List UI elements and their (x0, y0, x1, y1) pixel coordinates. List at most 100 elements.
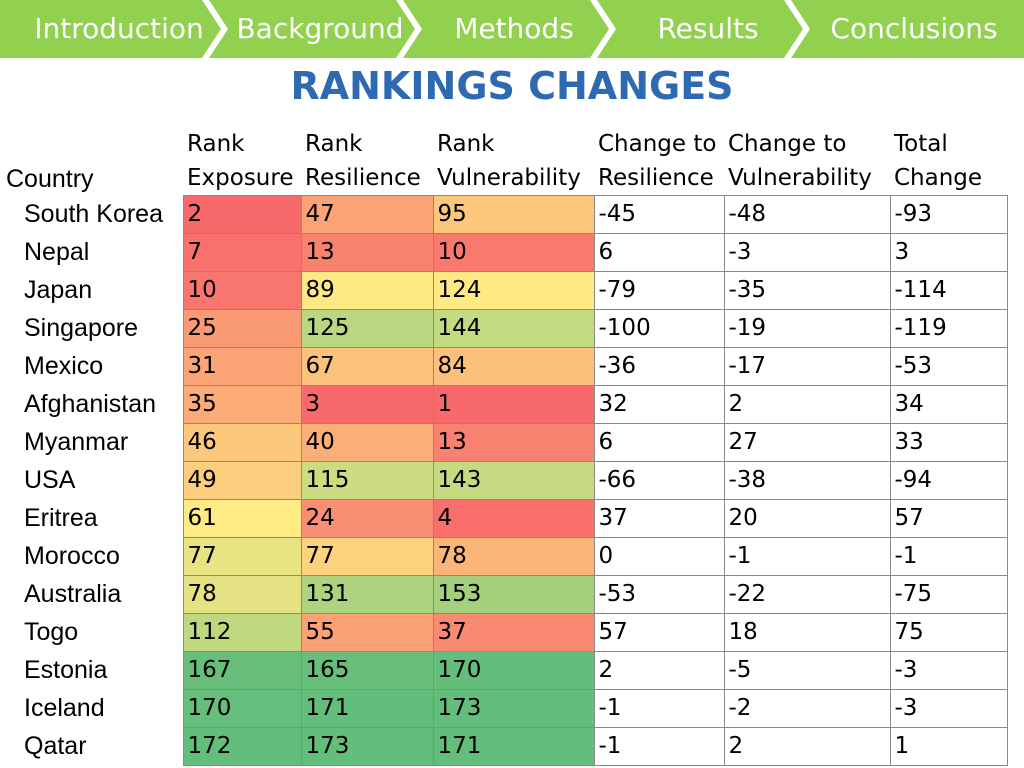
cell-change-vulnerability: -38 (723, 461, 891, 500)
cell-change-vulnerability: -2 (723, 689, 891, 728)
cell-country: Australia (24, 580, 122, 608)
header-text: Exposure (187, 165, 294, 191)
cell-change-resilience: 32 (593, 385, 725, 424)
cell-rank-exposure: 10 (182, 271, 302, 310)
cell-rank-exposure: 31 (182, 347, 302, 386)
nav-chevron-results[interactable] (597, 0, 803, 58)
cell-change-vulnerability: 2 (723, 727, 891, 766)
header-country-label: Country (6, 164, 94, 193)
nav-step-background[interactable]: Background (236, 12, 404, 45)
cell-country: Afghanistan (24, 390, 157, 418)
nav-step-conclusions[interactable]: Conclusions (830, 12, 998, 45)
cell-rank-vulnerability: 173 (432, 689, 595, 728)
cell-change-resilience: -53 (593, 575, 725, 614)
header-text: Vulnerability (437, 165, 581, 191)
table-row: Nepal 7 13 10 6 -3 3 (0, 233, 1008, 272)
cell-total-change: 75 (889, 613, 1008, 652)
cell-rank-vulnerability: 1 (432, 385, 595, 424)
cell-rank-exposure: 167 (182, 651, 302, 690)
cell-rank-vulnerability: 124 (432, 271, 595, 310)
cell-rank-resilience: 3 (300, 385, 434, 424)
cell-rank-vulnerability: 153 (432, 575, 595, 614)
header-text: Change (894, 165, 983, 191)
header-total-change: Total Change (890, 127, 1007, 196)
cell-total-change: -1 (889, 537, 1008, 576)
cell-rank-exposure: 172 (182, 727, 302, 766)
cell-rank-resilience: 89 (300, 271, 434, 310)
cell-rank-resilience: 13 (300, 233, 434, 272)
cell-change-resilience: -66 (593, 461, 725, 500)
breadcrumb-nav: Introduction Background Methods Results … (0, 0, 1024, 58)
cell-country: South Korea (24, 200, 163, 228)
cell-rank-resilience: 55 (300, 613, 434, 652)
cell-change-vulnerability: -1 (723, 537, 891, 576)
cell-rank-resilience: 115 (300, 461, 434, 500)
table-row: Estonia 167 165 170 2 -5 -3 (0, 651, 1008, 690)
cell-rank-resilience: 173 (300, 727, 434, 766)
cell-change-resilience: -1 (593, 689, 725, 728)
header-text: Rank (187, 131, 245, 157)
table-row: South Korea 2 47 95 -45 -48 -93 (0, 195, 1008, 234)
cell-rank-exposure: 35 (182, 385, 302, 424)
cell-country: Qatar (24, 732, 87, 760)
table-row: Mexico 31 67 84 -36 -17 -53 (0, 347, 1008, 386)
table-body: South Korea 2 47 95 -45 -48 -93 Nepal 7 13 10 6 -3 3 J… (0, 195, 1008, 766)
cell-rank-vulnerability: 171 (432, 727, 595, 766)
cell-change-vulnerability: 20 (723, 499, 891, 538)
nav-step-methods[interactable]: Methods (454, 12, 574, 45)
header-text: Vulnerability (728, 165, 872, 191)
nav-step-introduction[interactable]: Introduction (34, 12, 204, 45)
cell-change-vulnerability: -3 (723, 233, 891, 272)
cell-country: Estonia (24, 656, 108, 684)
table-row: Afghanistan 35 3 1 32 2 34 (0, 385, 1008, 424)
cell-total-change: -53 (889, 347, 1008, 386)
nav-chevron-conclusions[interactable] (791, 0, 1024, 58)
cell-change-resilience: 2 (593, 651, 725, 690)
cell-rank-vulnerability: 95 (432, 195, 595, 234)
cell-rank-vulnerability: 78 (432, 537, 595, 576)
cell-rank-vulnerability: 10 (432, 233, 595, 272)
page-title: RANKINGS CHANGES (290, 64, 734, 108)
cell-total-change: 57 (889, 499, 1008, 538)
nav-chevron-methods[interactable] (403, 0, 609, 58)
cell-total-change: 33 (889, 423, 1008, 462)
cell-rank-vulnerability: 84 (432, 347, 595, 386)
cell-change-vulnerability: 27 (723, 423, 891, 462)
header-rank-resilience: Rank Resilience (301, 127, 433, 196)
header-text: Change to (598, 131, 717, 157)
cell-total-change: 3 (889, 233, 1008, 272)
cell-rank-vulnerability: 170 (432, 651, 595, 690)
cell-change-vulnerability: -48 (723, 195, 891, 234)
table-row: USA 49 115 143 -66 -38 -94 (0, 461, 1008, 500)
table-row: Togo 112 55 37 57 18 75 (0, 613, 1008, 652)
header-text: Total (894, 131, 948, 157)
cell-country: Nepal (24, 238, 90, 266)
cell-rank-resilience: 165 (300, 651, 434, 690)
nav-chevron-background[interactable] (209, 0, 415, 58)
cell-rank-exposure: 112 (182, 613, 302, 652)
cell-country: Singapore (24, 314, 138, 342)
cell-rank-exposure: 170 (182, 689, 302, 728)
cell-change-vulnerability: 18 (723, 613, 891, 652)
cell-rank-resilience: 67 (300, 347, 434, 386)
cell-rank-resilience: 131 (300, 575, 434, 614)
header-rank-exposure: Rank Exposure (183, 127, 301, 196)
cell-change-vulnerability: -22 (723, 575, 891, 614)
cell-rank-exposure: 2 (182, 195, 302, 234)
cell-change-vulnerability: -19 (723, 309, 891, 348)
header-text: Rank (437, 131, 495, 157)
table-header-row: Country Rank Exposure Rank Resilience Rank… (0, 127, 1007, 196)
cell-rank-resilience: 125 (300, 309, 434, 348)
cell-change-vulnerability: -17 (723, 347, 891, 386)
header-rank-vulnerability: Rank Vulnerability (433, 127, 594, 196)
nav-chevron-introduction[interactable] (0, 0, 221, 58)
cell-country: Togo (24, 618, 79, 646)
cell-change-vulnerability: -35 (723, 271, 891, 310)
cell-rank-exposure: 61 (182, 499, 302, 538)
cell-rank-vulnerability: 13 (432, 423, 595, 462)
cell-rank-vulnerability: 143 (432, 461, 595, 500)
cell-change-resilience: 57 (593, 613, 725, 652)
table-row: Morocco 77 77 78 0 -1 -1 (0, 537, 1008, 576)
cell-country: Morocco (24, 542, 120, 570)
nav-step-results[interactable]: Results (657, 12, 759, 45)
